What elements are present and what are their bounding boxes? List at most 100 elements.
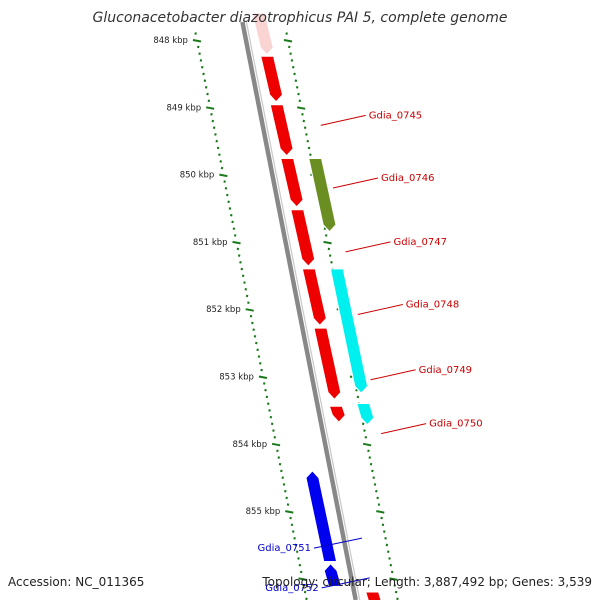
ruler-left-tick [259,361,262,365]
ruler-right-tick [389,563,393,567]
ruler-left-tick [291,530,295,533]
ruler-left-tick [202,72,205,76]
gene-arrow-olive [307,157,337,233]
ruler-right-tick [306,139,310,143]
ruler-right-tick [361,422,365,426]
ruler-right-tick [297,92,300,96]
gene-arrow-red [259,55,284,103]
ruler-left-tick [284,489,287,493]
gene-arrow-red [279,157,304,208]
ruler-left-tick [272,429,275,432]
ruler-left-tick [278,462,282,466]
ruler-left-tick [218,153,221,156]
ruler-left-tick [197,45,200,49]
gene-label: Gdia_0752 [265,583,318,594]
ruler-left-tick [280,469,283,473]
ruler-left-tick [249,314,253,318]
ruler-right-tick [362,442,372,447]
ruler-right-tick [386,550,390,554]
ruler-left-tick [270,422,274,426]
ruler-right-tick [309,153,312,156]
ruler-left-tick [298,577,307,581]
ruler-left-tick [255,341,258,345]
ruler-right-tick [301,112,304,116]
gene-label-leader [320,114,366,126]
ruler-left-tick [239,261,242,264]
ruler-left-tick [286,503,290,506]
ruler-right-tick [288,45,291,49]
scale-tick-label: 849 kbp [167,103,202,113]
gene-arrow-red [313,327,342,401]
ruler-left-tick [224,186,228,190]
ruler-left-tick [215,139,219,143]
ruler-right-tick [384,536,387,540]
genome-backbone [240,21,358,600]
ruler-right-tick [373,483,377,486]
ruler-right-tick [298,99,302,103]
ruler-left-tick [207,99,211,103]
ruler-left-tick [214,133,217,136]
ruler-left-tick [297,557,300,560]
map-title: Gluconacetobacter diazotrophicus PAI 5, … [92,10,508,26]
gene-label: Gdia_0748 [406,299,459,310]
ruler-left-tick [289,516,292,520]
ruler-right-tick [293,72,296,76]
ruler-left-tick [245,294,249,298]
ruler-right-tick [394,590,398,594]
ruler-left-tick [258,375,268,379]
gene-label-leader [313,537,363,549]
scale-tick-label: 852 kbp [206,305,241,315]
ruler-left-tick [231,220,234,224]
ruler-left-tick [264,388,267,392]
gene-arrow-red [328,405,347,424]
scale-tick-label: 855 kbp [246,507,281,517]
ruler-left-tick [303,590,307,594]
ruler-left-tick [252,328,255,331]
ruler-right-tick [327,247,331,251]
ruler-right-tick [372,476,375,480]
ruler-left-tick [245,308,254,312]
gene-label: Gdia_0750 [429,419,482,430]
ruler-left-tick [241,274,245,278]
ruler-right-tick [303,126,307,130]
ruler-right-tick [324,234,328,237]
gene-label-leader [381,423,427,435]
ruler-left-tick [273,436,277,439]
ruler-right-tick [307,146,311,150]
scale-tick-label: 854 kbp [232,440,267,450]
ruler-right-tick [376,496,379,500]
ruler-right-tick [380,516,383,520]
ruler-left-tick [192,39,202,43]
scale-tick-label: 848 kbp [153,36,188,46]
ruler-right-tick [388,557,391,560]
ruler-left-tick [223,180,226,183]
ruler-right-tick [328,254,332,257]
gene-arrow-red [269,104,294,157]
ruler-left-tick [194,32,197,35]
ruler-right-tick [323,227,327,231]
ruler-left-tick [210,112,213,116]
gene-arrow-pink [251,12,275,56]
ruler-right-tick [302,119,306,123]
ruler-left-tick [228,207,232,210]
accession-text: Accession: NC_011365 [8,575,145,589]
backbone-layer [240,21,361,600]
ruler-left-tick [260,368,263,372]
ruler-left-tick [226,193,229,197]
ruler-left-tick [244,287,248,291]
ruler-right-tick [367,449,370,453]
ruler-left-tick [277,456,281,459]
gene-label-leader [332,177,379,189]
ruler-left-tick [256,348,259,352]
ruler-right-tick [289,52,292,56]
ruler-right-tick [323,240,332,245]
gene-arrow-cyan [355,402,375,426]
ruler-right-tick [356,395,360,399]
gene-arrow-blue [323,562,343,588]
ruler-left-tick [240,267,244,271]
gene-arrow-red [364,591,382,600]
ruler-left-tick [216,146,220,150]
gene-label: Gdia_0749 [419,365,472,376]
ruler-left-tick [220,166,224,170]
